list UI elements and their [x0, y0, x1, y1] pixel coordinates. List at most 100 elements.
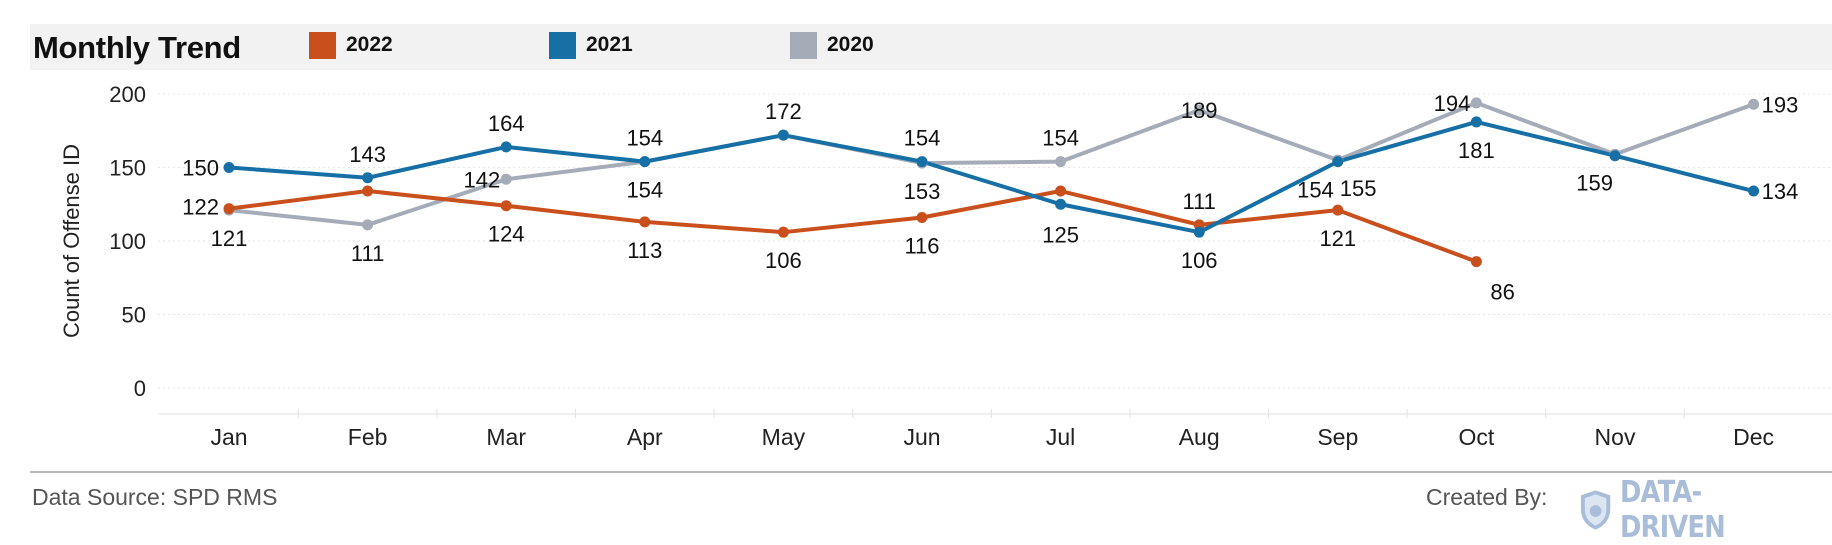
data-label-2021: 154 — [904, 126, 941, 151]
brand-text: DATA-DRIVEN — [1620, 475, 1726, 545]
data-label-2022: 124 — [488, 222, 525, 247]
axis-layer: 0 50 100 150 200 Jan Feb Mar Apr May Jun Jul Aug Sep O… — [59, 82, 1832, 450]
x-tick-label: Aug — [1179, 424, 1220, 450]
x-tick-label: Jan — [210, 424, 247, 450]
data-label-2021: 150 — [182, 156, 219, 181]
data-label-2022: 111 — [1182, 189, 1215, 214]
data-label-2021: 143 — [349, 142, 386, 167]
data-label-2021: 106 — [1181, 248, 1218, 273]
legend-swatch-2020 — [790, 31, 817, 59]
data-label-2022: 106 — [765, 248, 802, 273]
line-layer — [227, 100, 1756, 264]
x-tick-label: Dec — [1733, 424, 1774, 450]
data-label-2020: 154 — [626, 178, 663, 203]
point-layer — [223, 97, 1760, 268]
data-point-2022 — [916, 211, 928, 223]
data-point-2021 — [1748, 185, 1760, 197]
data-source-text: Data Source: SPD RMS — [32, 484, 278, 510]
legend-label-2022: 2022 — [346, 33, 393, 56]
data-label-2020: 121 — [211, 226, 248, 251]
line-chart: 0 50 100 150 200 Jan Feb Mar Apr May Jun Jul Aug Sep O… — [59, 82, 1832, 450]
data-point-2020 — [362, 219, 374, 231]
data-point-2021 — [1332, 156, 1344, 168]
data-point-2022 — [362, 185, 374, 197]
data-point-2022 — [639, 216, 651, 228]
data-point-2020 — [1748, 98, 1760, 110]
chart-title: Monthly Trend — [33, 30, 241, 65]
data-point-2022 — [1055, 185, 1067, 197]
data-label-2021: 164 — [488, 111, 525, 136]
data-point-2022 — [1332, 204, 1344, 216]
data-point-2022 — [500, 200, 512, 212]
data-label-2021: 154 — [1297, 178, 1334, 203]
data-label-2020: 153 — [904, 179, 941, 204]
label-layer: 122 124 113 106 116 111 121 86 150 143 164 154 172 15… — [182, 91, 1798, 305]
y-tick-label: 0 — [134, 376, 146, 401]
x-tick-label: Nov — [1595, 424, 1636, 450]
series-line-2022 — [227, 189, 1479, 264]
data-point-2020 — [1055, 156, 1067, 168]
data-point-2021 — [639, 156, 651, 168]
data-label-2022: 113 — [627, 238, 662, 263]
y-tick-label: 100 — [109, 229, 146, 254]
x-tick-label: Feb — [348, 424, 388, 450]
series-line-2021 — [227, 119, 1756, 235]
data-point-2022 — [1470, 256, 1482, 268]
data-label-2021: 154 — [626, 126, 663, 151]
data-label-2022: 122 — [182, 195, 219, 220]
legend-swatch-2022 — [309, 31, 336, 59]
x-tick-label: Jun — [903, 424, 940, 450]
y-tick-label: 50 — [122, 303, 146, 328]
legend-label-2021: 2021 — [586, 33, 633, 56]
data-point-2022 — [777, 226, 789, 238]
y-tick-label: 150 — [109, 156, 146, 181]
data-driven-logo: DATA-DRIVEN — [1577, 475, 1832, 545]
x-tick-label: May — [762, 424, 806, 450]
data-point-2021 — [916, 156, 928, 168]
y-axis-label: Count of Offense ID — [59, 144, 84, 338]
data-label-2020: 111 — [351, 241, 384, 266]
data-label-2020: 193 — [1762, 92, 1799, 117]
data-label-2020: 142 — [463, 167, 500, 192]
data-point-2020 — [1470, 97, 1482, 109]
data-point-2020 — [1193, 104, 1205, 116]
data-point-2021 — [500, 141, 512, 153]
legend-label-2020: 2020 — [827, 33, 874, 56]
x-tick-label: Jul — [1046, 424, 1075, 450]
y-tick-label: 200 — [109, 82, 146, 107]
data-point-2021 — [1193, 226, 1205, 238]
data-point-2022 — [223, 203, 235, 215]
series-line-2020 — [227, 100, 1756, 227]
data-label-2020: 189 — [1181, 98, 1218, 123]
legend-swatch-2021 — [549, 31, 576, 59]
data-label-2021: 134 — [1762, 179, 1799, 204]
data-label-2020: 194 — [1434, 91, 1471, 116]
data-label-2021: 181 — [1458, 138, 1495, 163]
data-point-2021 — [1470, 116, 1482, 128]
data-label-2021: 172 — [765, 99, 802, 124]
data-label-2020: 159 — [1576, 170, 1613, 195]
x-tick-label: Apr — [627, 424, 663, 450]
data-point-2021 — [362, 172, 374, 184]
created-by-text: Created By: — [1426, 484, 1548, 510]
data-label-2020: 154 — [1042, 126, 1079, 151]
police-badge-icon — [1580, 490, 1611, 530]
data-label-2020: 155 — [1340, 176, 1377, 201]
data-point-2021 — [1055, 198, 1067, 210]
footer-divider — [30, 471, 1832, 473]
grid-layer — [158, 93, 1832, 389]
data-point-2021 — [1609, 150, 1621, 162]
data-label-2021: 125 — [1042, 222, 1079, 247]
legend-item-2020[interactable]: 2020 — [790, 31, 874, 59]
data-label-2022: 116 — [904, 233, 939, 258]
legend-item-2021[interactable]: 2021 — [549, 31, 633, 59]
legend-item-2022[interactable]: 2022 — [309, 31, 393, 59]
data-label-2022: 86 — [1490, 280, 1514, 305]
x-tick-label: Sep — [1317, 424, 1358, 450]
data-point-2021 — [777, 129, 789, 141]
data-point-2021 — [223, 162, 235, 173]
x-tick-label: Mar — [486, 424, 526, 450]
data-label-2022: 121 — [1319, 226, 1356, 251]
x-tick-label: Oct — [1459, 424, 1495, 450]
data-point-2020 — [500, 173, 512, 185]
